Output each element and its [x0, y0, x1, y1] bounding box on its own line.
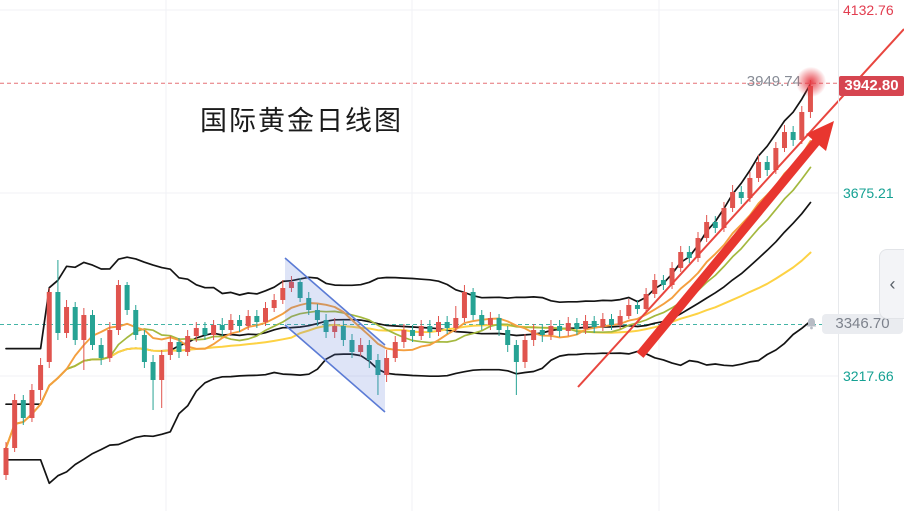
- last-price-glow-marker: [796, 67, 826, 97]
- alert-price-label[interactable]: 3949.74: [746, 73, 801, 91]
- axis-tick-label: 3217.66: [843, 368, 894, 385]
- bell-icon[interactable]: [804, 317, 819, 331]
- last-price-badge: 3942.80: [839, 76, 904, 96]
- chevron-left-icon: ‹: [889, 274, 896, 294]
- collapse-panel-tab[interactable]: ‹: [879, 249, 904, 319]
- alert-price-badge[interactable]: 3346.70: [822, 314, 903, 335]
- axis-tick-label: 4132.76: [843, 2, 894, 19]
- axis-tick-label: 3675.21: [843, 185, 894, 202]
- chart-title: 国际黄金日线图: [200, 106, 403, 136]
